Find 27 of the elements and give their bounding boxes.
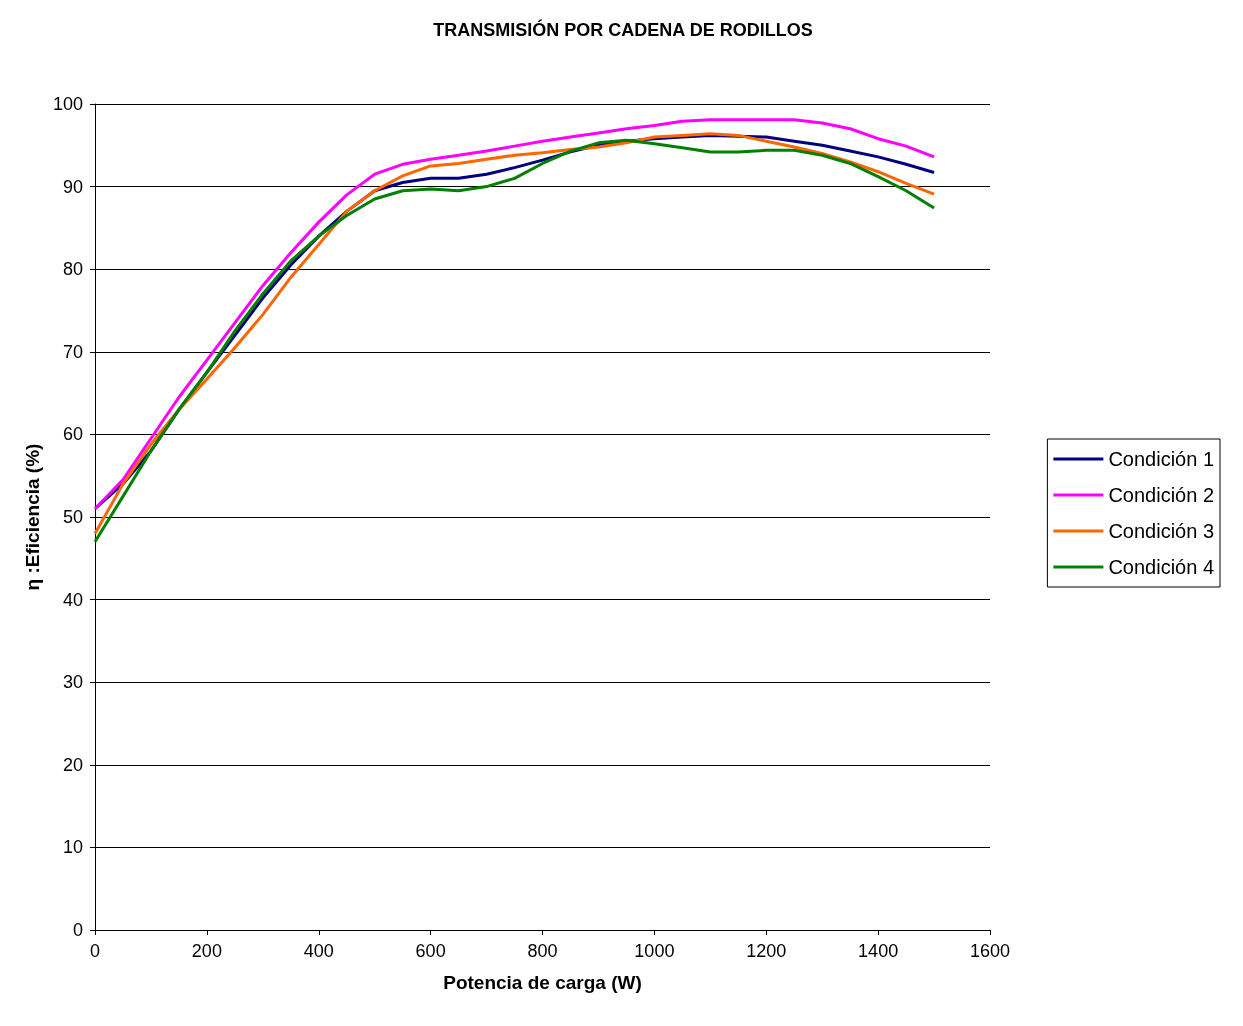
chart-title: TRANSMISIÓN POR CADENA DE RODILLOS	[433, 19, 813, 40]
y-tick-label: 70	[62, 341, 83, 362]
x-tick-label: 800	[527, 941, 558, 961]
x-tick-label: 400	[303, 941, 334, 961]
x-tick-label: 200	[191, 941, 222, 961]
x-tick-label: 1400	[858, 941, 899, 961]
y-tick-label: 10	[62, 837, 83, 858]
y-axis-title: η :Eficiencia (%)	[22, 443, 44, 591]
y-tick-label: 30	[62, 672, 83, 693]
x-tick-label: 0	[89, 941, 101, 961]
y-tick-label: 100	[52, 94, 83, 114]
legend-label: Condición 1	[1108, 448, 1214, 470]
x-tick-label: 1600	[969, 941, 1011, 961]
x-axis-title: Potencia de carga (W)	[443, 972, 642, 993]
legend-label: Condición 4	[1108, 556, 1214, 578]
y-tick-label: 90	[62, 176, 83, 197]
y-tick-label: 60	[62, 424, 83, 445]
legend-label: Condición 3	[1108, 520, 1214, 542]
x-tick-label: 1200	[746, 941, 787, 961]
y-tick-label: 40	[62, 589, 83, 610]
legend-label: Condición 2	[1108, 484, 1214, 506]
x-tick-label: 600	[415, 941, 446, 961]
y-tick-label: 0	[72, 920, 83, 940]
y-tick-label: 80	[62, 259, 83, 280]
y-tick-label: 20	[62, 754, 83, 775]
y-tick-label: 50	[62, 507, 83, 527]
x-tick-label: 1000	[634, 941, 675, 961]
